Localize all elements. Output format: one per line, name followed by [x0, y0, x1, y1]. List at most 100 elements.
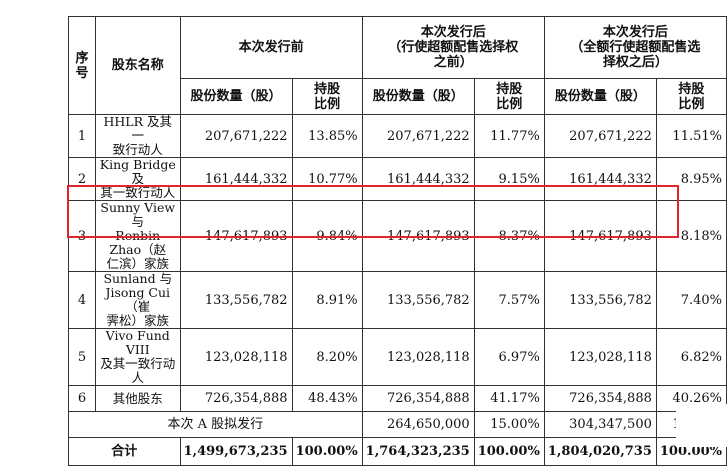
- header-serial-no: 序号: [68, 16, 96, 115]
- cell-post2-shares: 207,671,222: [543, 114, 657, 158]
- row-serial-no: 5: [68, 328, 96, 386]
- header-shares-after-1: 股份数量（股）: [361, 78, 475, 115]
- name-line: Vivo Fund VIII: [105, 328, 170, 357]
- cell-issue-post1-shares: 264,650,000: [361, 411, 475, 438]
- cell-post2-ratio: 6.82%: [655, 328, 727, 386]
- cell-pre-shares: 147,617,893: [179, 200, 293, 272]
- header-ratio-line: 比例: [496, 96, 523, 112]
- header-ratio-line: 持股: [496, 81, 523, 97]
- row-serial-no: 6: [68, 385, 96, 412]
- cell-post1-shares: 726,354,888: [361, 385, 475, 412]
- cell-post2-ratio: 11.51%: [655, 114, 727, 158]
- table-row: 2 King Bridge 及其一致行动人 161,444,332 10.77%…: [68, 157, 727, 201]
- cell-post1-ratio: 7.57%: [473, 271, 545, 329]
- cell-pre-ratio: 13.85%: [291, 114, 363, 158]
- cell-total-pre-shares: 1,499,673,235: [179, 437, 293, 466]
- cell-total-post1-shares: 1,764,323,235: [361, 437, 475, 466]
- name-line: Sunland 与: [103, 271, 173, 286]
- cell-post1-ratio: 6.97%: [473, 328, 545, 386]
- cell-post2-ratio: 8.95%: [655, 157, 727, 201]
- cell-issue-post1-ratio: 15.00%: [473, 411, 545, 438]
- row-shareholder-name: Sunny View 与 Renbin Zhao（赵 仁滨）家族: [95, 200, 181, 272]
- cell-pre-shares: 123,028,118: [179, 328, 293, 386]
- header-after-issue-before-option-line: 本次发行后: [420, 25, 486, 40]
- shareholding-table: 序号 股东名称 本次发行前 本次发行后 （行使超额配售选择权 之前） 本次发行后…: [68, 16, 727, 466]
- cell-total-post1-ratio: 100.00%: [473, 437, 545, 466]
- cell-post1-shares: 123,028,118: [361, 328, 475, 386]
- header-after-issue-before-option-line: （行使超额配售选择权: [388, 40, 519, 55]
- name-line: 霁松）家族: [106, 313, 170, 328]
- cell-pre-ratio: 10.77%: [291, 157, 363, 201]
- cell-pre-ratio: 8.91%: [291, 271, 363, 329]
- header-after-issue-full-option-line: 本次发行后: [602, 25, 668, 40]
- cell-post1-ratio: 8.37%: [473, 200, 545, 272]
- header-ratio-after-1: 持股 比例: [473, 78, 545, 115]
- header-after-issue-before-option: 本次发行后 （行使超额配售选择权 之前）: [361, 16, 545, 79]
- cell-post2-ratio: 7.40%: [655, 271, 727, 329]
- row-shareholder-name: 其他股东: [95, 385, 181, 412]
- cell-post2-shares: 133,556,782: [543, 271, 657, 329]
- total-row: 合计 1,499,673,235 100.00% 1,764,323,235 1…: [68, 437, 727, 466]
- header-ratio-line: 比例: [678, 96, 705, 112]
- cell-pre-shares: 133,556,782: [179, 271, 293, 329]
- header-ratio-line: 持股: [678, 81, 705, 97]
- cell-pre-ratio: 48.43%: [291, 385, 363, 412]
- cell-post2-ratio: 8.18%: [655, 200, 727, 272]
- cell-post1-shares: 147,617,893: [361, 200, 475, 272]
- name-line: 及其一致行动: [100, 356, 176, 371]
- table-row: 4 Sunland 与 Jisong Cui（崔 霁松）家族 133,556,782…: [68, 271, 727, 329]
- cell-post2-shares: 161,444,332: [543, 157, 657, 201]
- table-row: 6 其他股东 726,354,888 48.43% 726,354,888 41…: [68, 385, 727, 412]
- row-serial-no: 3: [68, 200, 96, 272]
- row-shareholder-name: HHLR 及其一 致行动人: [95, 114, 181, 158]
- issue-row: 本次 A 股拟发行 264,650,000 15.00% 304,347,500…: [68, 411, 727, 438]
- cell-post1-shares: 133,556,782: [361, 271, 475, 329]
- name-line: 致行动人: [112, 142, 163, 157]
- cell-pre-shares: 726,354,888: [179, 385, 293, 412]
- cell-post1-shares: 207,671,222: [361, 114, 475, 158]
- row-serial-no: 2: [68, 157, 96, 201]
- name-line: 仁滨）家族: [106, 256, 170, 271]
- cell-total-pre-ratio: 100.00%: [291, 437, 363, 466]
- cell-pre-shares: 207,671,222: [179, 114, 293, 158]
- table-row: 5 Vivo Fund VIII 及其一致行动人 123,028,118 8.20…: [68, 328, 727, 386]
- cell-issue-post2-shares: 304,347,500: [543, 411, 657, 438]
- row-shareholder-name: King Bridge 及其一致行动人: [95, 157, 181, 201]
- cell-post1-ratio: 41.17%: [473, 385, 545, 412]
- header-shareholder-name: 股东名称: [95, 16, 181, 115]
- header-ratio-line: 持股: [314, 81, 341, 97]
- header-row-2: 股份数量（股） 持股 比例 股份数量（股） 持股 比例 股份数量（股） 持股 比例: [69, 78, 727, 115]
- header-shares-before: 股份数量（股）: [179, 78, 293, 115]
- row-serial-no: 4: [68, 271, 96, 329]
- name-line: Jisong Cui（崔: [105, 285, 171, 314]
- header-shares-after-2: 股份数量（股）: [543, 78, 657, 115]
- cell-pre-shares: 161,444,332: [179, 157, 293, 201]
- issue-row-label: 本次 A 股拟发行: [68, 411, 363, 438]
- name-line: 人: [131, 370, 145, 385]
- cell-post1-ratio: 9.15%: [473, 157, 545, 201]
- cell-post1-shares: 161,444,332: [361, 157, 475, 201]
- header-after-issue-full-option-line: （全额行使超额配售选: [570, 40, 701, 55]
- table-row: 1 HHLR 及其一 致行动人 207,671,222 13.85% 207,67…: [68, 114, 727, 158]
- cell-total-post2-shares: 1,804,020,735: [543, 437, 657, 466]
- name-line: Renbin Zhao（赵: [109, 228, 167, 257]
- name-line: HHLR 及其一: [103, 114, 173, 143]
- row-serial-no: 1: [68, 114, 96, 158]
- cell-post1-ratio: 11.77%: [473, 114, 545, 158]
- header-after-issue-before-option-line: 之前）: [433, 55, 473, 70]
- header-after-issue-full-option: 本次发行后 （全额行使超额配售选 择权之后）: [543, 16, 727, 79]
- header-ratio-before: 持股 比例: [291, 78, 363, 115]
- cell-post2-shares: 123,028,118: [543, 328, 657, 386]
- cell-pre-ratio: 9.84%: [291, 200, 363, 272]
- row-shareholder-name: Sunland 与 Jisong Cui（崔 霁松）家族: [95, 271, 181, 329]
- header-after-issue-full-option-line: 择权之后）: [602, 55, 668, 70]
- cell-post2-shares: 726,354,888: [543, 385, 657, 412]
- table-row-highlighted: 3 Sunny View 与 Renbin Zhao（赵 仁滨）家族 147,617…: [68, 200, 727, 272]
- header-ratio-line: 比例: [314, 96, 341, 112]
- header-ratio-after-2: 持股 比例: [655, 78, 727, 115]
- header-before-issue: 本次发行前: [179, 16, 363, 79]
- header-row-1: 序号 股东名称 本次发行前 本次发行后 （行使超额配售选择权 之前） 本次发行后…: [68, 16, 727, 115]
- name-line: 其他股东: [112, 390, 163, 406]
- cell-post2-shares: 147,617,893: [543, 200, 657, 272]
- name-line: King Bridge 及: [99, 157, 176, 186]
